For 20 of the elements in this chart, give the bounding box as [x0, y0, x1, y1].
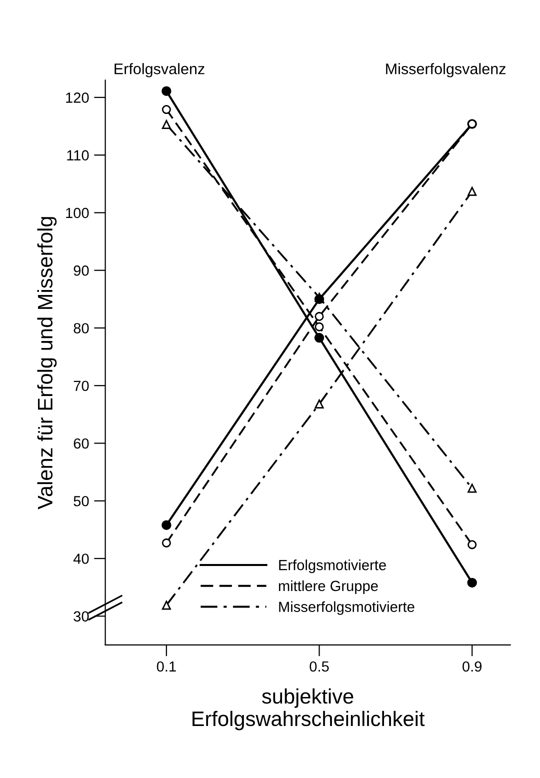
y-tick-label: 90	[74, 265, 89, 276]
y-axis-title: Valenz für Erfolg und Misserfolg	[37, 217, 57, 510]
x-axis-title: subjektive Erfolgswahrscheinlichkeit	[192, 688, 425, 730]
legend-label: Misserfolgsmotivierte	[279, 601, 414, 615]
y-tick-label: 70	[74, 380, 89, 392]
y-tick-label: 100	[66, 208, 89, 218]
x-tick-label: 0.5	[310, 661, 329, 672]
legend-label: Erfolgsmotivierte	[279, 560, 386, 574]
y-tick-label: 80	[74, 323, 89, 334]
x-tick-label: 0.9	[462, 661, 482, 672]
y-tick-label: 40	[73, 554, 89, 564]
y-tick-label: 50	[74, 496, 89, 506]
legend-label: mittlere Gruppe	[278, 580, 378, 594]
y-tick-label: 110	[67, 150, 89, 160]
text: Erfolgsvalenz	[114, 63, 204, 78]
text: Misserfolgsvalenz	[386, 63, 506, 78]
y-tick-label: 30	[74, 611, 89, 622]
y-tick-label: 60	[74, 438, 89, 449]
y-tick-label: 120	[66, 92, 89, 103]
x-tick-label: 0.1	[156, 661, 176, 672]
